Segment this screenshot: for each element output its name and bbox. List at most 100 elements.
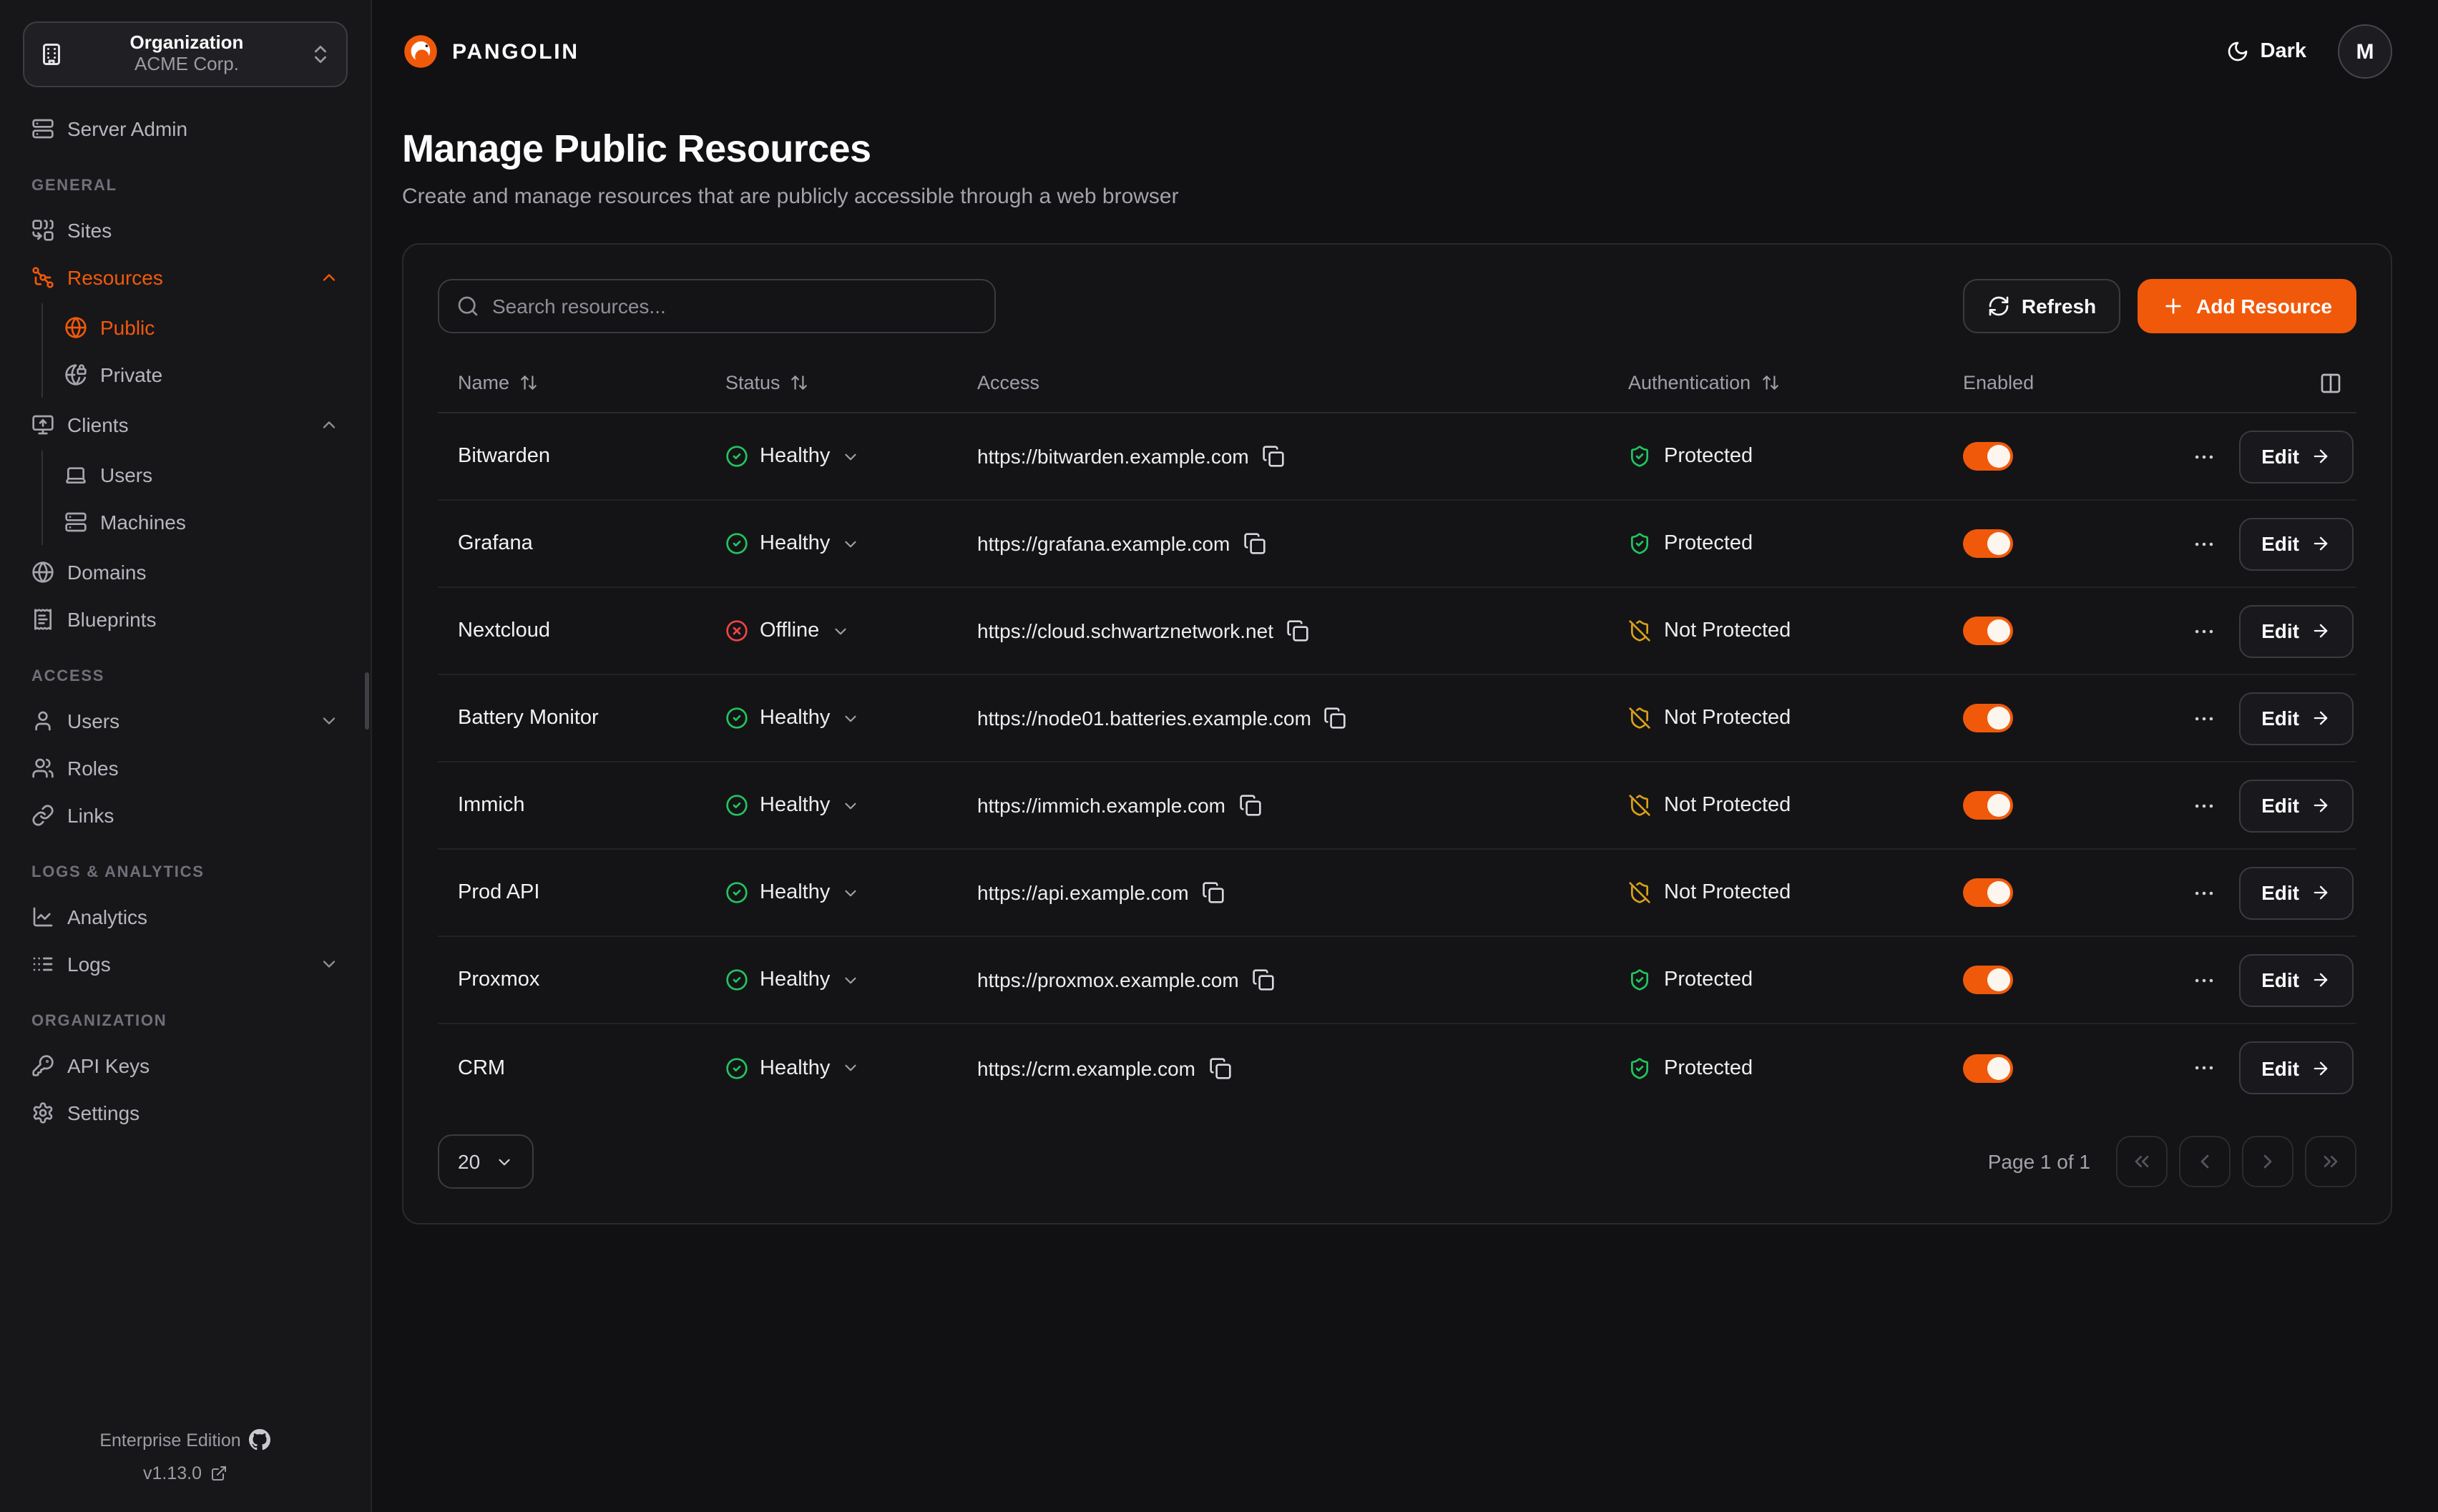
first-page-button[interactable] <box>2116 1136 2168 1187</box>
status-dropdown[interactable]: Offline <box>725 619 849 642</box>
sort-icon[interactable] <box>1761 373 1779 392</box>
status-dropdown[interactable]: Healthy <box>725 968 860 991</box>
sidebar-item-logs[interactable]: Logs <box>23 940 348 987</box>
sidebar-item-users[interactable]: Users <box>23 697 348 744</box>
sidebar-scrollbar-thumb[interactable] <box>365 672 369 730</box>
nav-section-general: GENERAL <box>31 177 117 195</box>
row-menu-button[interactable] <box>2191 793 2216 818</box>
copy-url-button[interactable] <box>1202 881 1225 904</box>
column-header-status[interactable]: Status <box>705 372 957 393</box>
copy-url-button[interactable] <box>1262 445 1285 468</box>
sidebar-item-machines[interactable]: Machines <box>64 498 348 545</box>
enabled-toggle[interactable] <box>1963 791 2013 820</box>
avatar[interactable]: M <box>2338 24 2392 79</box>
sort-icon[interactable] <box>790 373 809 392</box>
auth-label: Protected <box>1664 445 1753 468</box>
column-header-name[interactable]: Name <box>438 372 705 393</box>
prev-page-button[interactable] <box>2179 1136 2231 1187</box>
circle-check-icon <box>725 532 748 555</box>
sidebar-item-client-users[interactable]: Users <box>64 451 348 498</box>
ellipsis-icon <box>2194 716 2213 720</box>
sidebar-item-server-admin[interactable]: Server Admin <box>23 104 348 152</box>
waypoints-icon <box>31 265 54 288</box>
sidebar-item-label: Users <box>100 463 153 486</box>
sidebar-item-clients[interactable]: Clients <box>23 401 348 448</box>
row-menu-button[interactable] <box>2191 1056 2216 1080</box>
row-menu-button[interactable] <box>2191 880 2216 905</box>
status-dropdown[interactable]: Healthy <box>725 445 860 468</box>
enabled-toggle[interactable] <box>1963 442 2013 471</box>
chevron-down-icon <box>845 976 856 983</box>
refresh-button[interactable]: Refresh <box>1962 279 2121 333</box>
sidebar-item-private[interactable]: Private <box>64 350 348 398</box>
last-page-button[interactable] <box>2305 1136 2356 1187</box>
status-dropdown[interactable]: Healthy <box>725 881 860 904</box>
sidebar-item-settings[interactable]: Settings <box>23 1089 348 1136</box>
add-resource-button[interactable]: Add Resource <box>2138 279 2356 333</box>
enabled-toggle[interactable] <box>1963 529 2013 558</box>
arrow-right-icon <box>2314 536 2328 551</box>
row-menu-button[interactable] <box>2191 531 2216 556</box>
sidebar-item-public[interactable]: Public <box>64 303 348 350</box>
edit-button[interactable]: Edit <box>2238 604 2354 657</box>
next-page-button[interactable] <box>2242 1136 2293 1187</box>
sort-icon[interactable] <box>519 373 538 392</box>
row-menu-button[interactable] <box>2191 968 2216 992</box>
enabled-toggle[interactable] <box>1963 617 2013 645</box>
enabled-toggle[interactable] <box>1963 878 2013 907</box>
brand-name: PANGOLIN <box>452 39 579 64</box>
edit-button[interactable]: Edit <box>2238 953 2354 1006</box>
row-menu-button[interactable] <box>2191 706 2216 730</box>
sidebar-item-blueprints[interactable]: Blueprints <box>23 595 348 642</box>
enabled-toggle[interactable] <box>1963 704 2013 732</box>
enabled-toggle[interactable] <box>1963 1054 2013 1082</box>
arrow-right-icon <box>2314 973 2328 987</box>
row-menu-button[interactable] <box>2191 619 2216 643</box>
sidebar-item-links[interactable]: Links <box>23 791 348 838</box>
copy-url-button[interactable] <box>1252 968 1275 991</box>
edit-button[interactable]: Edit <box>2238 430 2354 483</box>
edit-button[interactable]: Edit <box>2238 866 2354 919</box>
globe-lock-icon <box>64 363 87 386</box>
theme-toggle-button[interactable]: Dark <box>2226 40 2306 63</box>
brand[interactable]: PANGOLIN <box>402 33 579 70</box>
sidebar-item-resources[interactable]: Resources <box>23 253 348 300</box>
sidebar-item-domains[interactable]: Domains <box>23 548 348 595</box>
sidebar-item-roles[interactable]: Roles <box>23 744 348 791</box>
copy-icon <box>1325 707 1346 729</box>
search-input[interactable] <box>492 295 977 318</box>
sidebar-item-analytics[interactable]: Analytics <box>23 893 348 940</box>
chevron-down-icon <box>498 1158 509 1165</box>
column-visibility-button[interactable] <box>2115 371 2356 394</box>
copy-url-button[interactable] <box>1324 707 1347 730</box>
org-switcher[interactable]: Organization ACME Corp. <box>23 21 348 87</box>
page-size-select[interactable]: 20 <box>438 1134 534 1189</box>
copy-url-button[interactable] <box>1286 619 1309 642</box>
copy-icon <box>1263 446 1284 467</box>
status-dropdown[interactable]: Healthy <box>725 707 860 730</box>
ellipsis-icon <box>2194 629 2213 633</box>
arrow-right-icon <box>2314 885 2328 900</box>
status-dropdown[interactable]: Healthy <box>725 794 860 817</box>
external-link-icon[interactable] <box>210 1465 227 1482</box>
edit-button[interactable]: Edit <box>2238 1041 2354 1094</box>
row-menu-button[interactable] <box>2191 444 2216 468</box>
ellipsis-icon <box>2194 454 2213 458</box>
table-row: CRM Healthy https://crm.example.com Prot… <box>438 1024 2356 1111</box>
enabled-toggle[interactable] <box>1963 966 2013 994</box>
column-header-access[interactable]: Access <box>977 372 1040 393</box>
copy-url-button[interactable] <box>1208 1056 1231 1079</box>
sidebar-item-api-keys[interactable]: API Keys <box>23 1041 348 1089</box>
edit-button[interactable]: Edit <box>2238 517 2354 570</box>
edit-button[interactable]: Edit <box>2238 779 2354 832</box>
github-icon[interactable] <box>249 1429 271 1450</box>
table-header: Name Status Access Authentication Enable… <box>438 353 2356 413</box>
copy-url-button[interactable] <box>1243 532 1265 555</box>
status-dropdown[interactable]: Healthy <box>725 532 860 555</box>
column-header-authentication[interactable]: Authentication <box>1608 372 1943 393</box>
edit-button[interactable]: Edit <box>2238 692 2354 745</box>
status-dropdown[interactable]: Healthy <box>725 1056 860 1079</box>
sidebar-item-sites[interactable]: Sites <box>23 206 348 253</box>
copy-url-button[interactable] <box>1238 794 1261 817</box>
column-header-enabled[interactable]: Enabled <box>1963 372 2035 393</box>
